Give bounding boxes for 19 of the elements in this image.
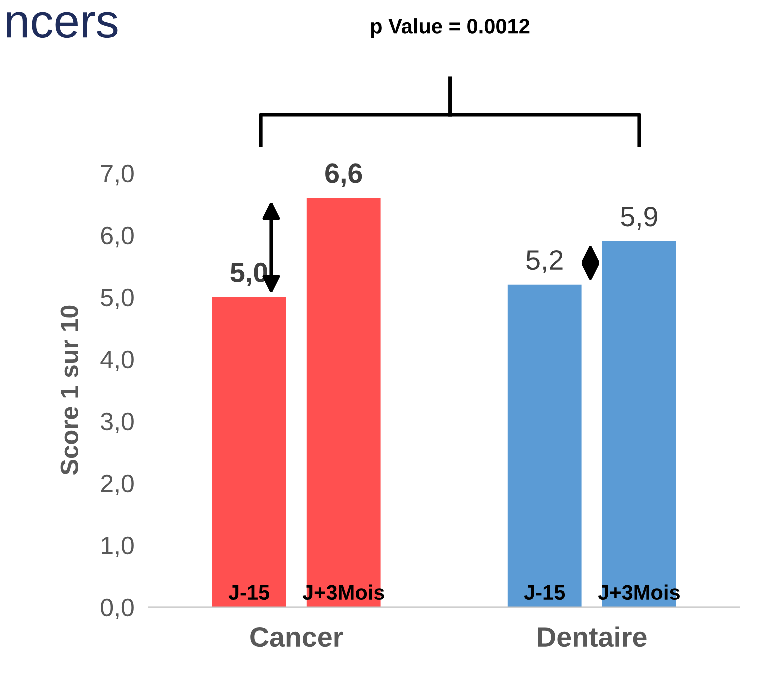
x-tick-label: Cancer <box>250 627 344 648</box>
text: p Value = 0.0012 <box>371 18 530 38</box>
y-tick-label: 6,0 <box>101 226 134 248</box>
y-tick-label: 1,0 <box>102 536 134 558</box>
y-tick-label: 5,0 <box>101 288 134 310</box>
series-label: J-15 <box>228 586 270 600</box>
data-label: 5,2 <box>526 250 563 274</box>
text: J-15 <box>524 586 566 600</box>
y-tick-label: 7,0 <box>101 164 134 186</box>
x-tick-label: Dentaire <box>538 626 647 648</box>
y-tick-label: 4,0 <box>100 350 134 372</box>
y-tick-label: 3,0 <box>101 412 134 434</box>
chart-title: ncers <box>7 12 118 38</box>
y-tick-label: 2,0 <box>101 474 134 496</box>
data-label: 5,9 <box>621 207 658 230</box>
y-axis-title: Score 1 sur 10 <box>60 306 79 476</box>
data-label: 5,0 <box>230 262 268 287</box>
data-label: 6,6 <box>326 164 362 188</box>
y-tick-label: 0,0 <box>101 598 134 620</box>
